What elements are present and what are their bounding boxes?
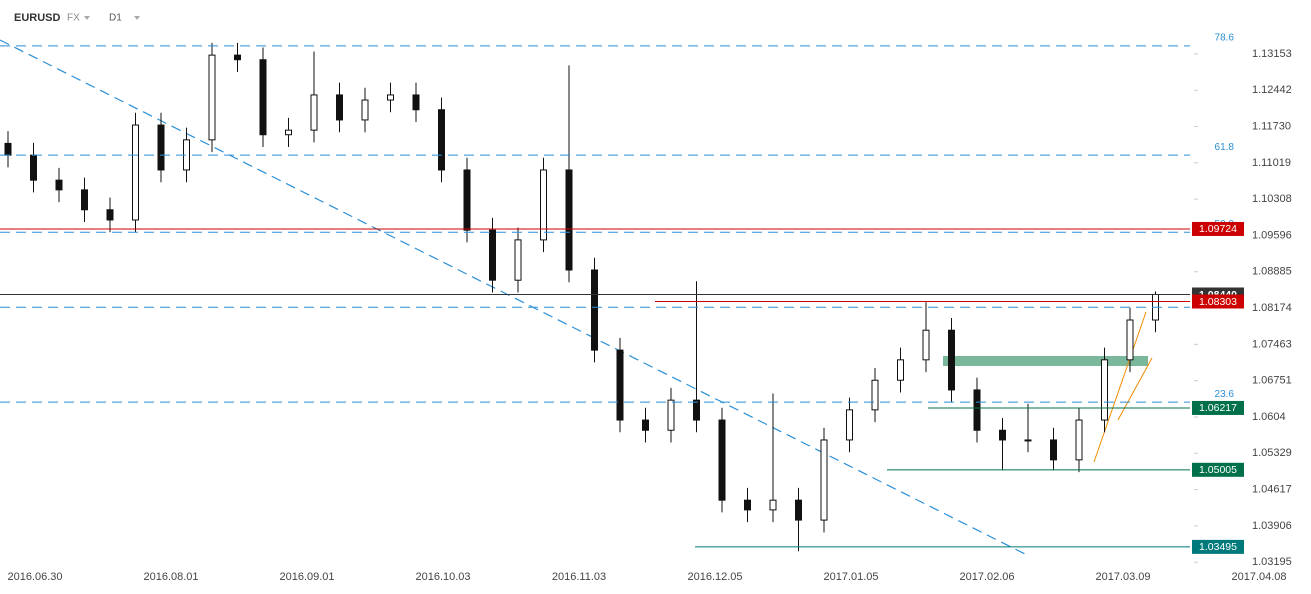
y-tick-label: 1.12442 (1252, 84, 1292, 96)
dropdown-icon[interactable] (134, 16, 140, 20)
candle-body (489, 229, 496, 281)
price-tag-label: 1.03495 (1199, 541, 1237, 553)
y-tick-label: 1.07463 (1252, 338, 1292, 350)
candle-body (463, 169, 471, 231)
y-tick-label: 1.0604 (1252, 411, 1286, 423)
y-tick-label: 1.09596 (1252, 229, 1292, 241)
candle-body (336, 94, 343, 121)
x-tick-label: 2016.08.01 (143, 571, 198, 583)
x-tick-label: 2016.06.30 (7, 571, 62, 583)
price-tag (1192, 400, 1244, 415)
candle-body (55, 179, 63, 191)
price-tag (1192, 539, 1244, 554)
candle-body (132, 124, 139, 221)
fib-label: 23.6 (1215, 389, 1235, 400)
candle-body (642, 419, 649, 431)
candle-body (693, 399, 700, 421)
y-tick-label: 1.03906 (1252, 520, 1292, 532)
candle-body (999, 429, 1006, 441)
y-tick-label: 1.08174 (1252, 302, 1292, 314)
candle-body (157, 124, 165, 171)
x-tick-label: 2017.03.09 (1095, 571, 1150, 583)
channel (1093, 311, 1153, 463)
x-tick-label: 2016.12.05 (687, 571, 742, 583)
candle-body (208, 54, 216, 141)
x-tick-label: 2016.09.01 (279, 571, 334, 583)
candle-body (795, 499, 802, 521)
y-tick-label: 1.11730 (1252, 120, 1291, 132)
price-tag (1192, 462, 1244, 477)
y-tick-label: 1.06751 (1252, 375, 1292, 387)
candle-body (591, 269, 598, 351)
candle-body (616, 349, 624, 421)
candle-body (846, 409, 853, 441)
y-tick-label: 1.10308 (1252, 193, 1292, 205)
symbol[interactable]: EURUSD (14, 12, 61, 24)
candle-body (565, 169, 573, 271)
timeframe[interactable]: D1 (109, 13, 122, 24)
candle-body (4, 142, 12, 156)
candle-body (1024, 439, 1032, 442)
fib-label: 61.8 (1215, 142, 1235, 153)
candle-body (1075, 419, 1083, 461)
price-tag-label: 1.09724 (1199, 223, 1237, 235)
candle-body (871, 379, 879, 411)
candle-body (106, 209, 114, 221)
x-tick-label: 2016.10.03 (415, 571, 470, 583)
candle-body (540, 169, 547, 241)
y-tick-label: 1.03195 (1252, 556, 1292, 568)
candle-body (973, 389, 981, 431)
candle-body (744, 499, 751, 511)
y-tick-label: 1.05329 (1252, 447, 1292, 459)
y-tick-label: 1.13153 (1252, 48, 1292, 60)
candle-body (718, 419, 726, 501)
price-tag-label: 1.08303 (1199, 296, 1237, 308)
candle-body (438, 109, 445, 171)
candle-body (412, 94, 420, 111)
price-tag-label: 1.05005 (1199, 464, 1237, 476)
x-tick-label: 2017.04.08 (1231, 571, 1286, 583)
candle-body (514, 239, 522, 281)
candle-body (667, 399, 675, 431)
price-tag (1192, 221, 1244, 236)
candle-body (81, 189, 88, 211)
candle-body (948, 329, 955, 391)
candle-body (387, 94, 394, 101)
support-zone (943, 356, 1148, 366)
market[interactable]: FX (67, 13, 80, 24)
x-tick-label: 2016.11.03 (552, 571, 606, 583)
x-tick-label: 2017.02.06 (959, 571, 1014, 583)
candle-body (922, 329, 930, 361)
candle-body (30, 154, 37, 181)
candle-body (361, 99, 369, 121)
candle-body (259, 59, 267, 136)
x-tick-label: 2017.01.05 (823, 571, 878, 583)
candle-body (1050, 439, 1057, 461)
price-tag (1192, 294, 1244, 309)
candle-body (1101, 359, 1108, 421)
candle-body (897, 359, 904, 381)
candle-body (820, 439, 828, 521)
dropdown-icon[interactable] (84, 16, 90, 20)
candle-body (285, 129, 292, 136)
y-tick-label: 1.08885 (1252, 266, 1292, 278)
candle-body (769, 499, 777, 511)
y-tick-label: 1.04617 (1252, 484, 1292, 496)
candle-body (1126, 319, 1134, 361)
y-tick-label: 1.11019 (1252, 157, 1291, 169)
price-tag-label: 1.06217 (1199, 402, 1237, 414)
candle-body (310, 94, 318, 131)
fib-label: 78.6 (1215, 33, 1235, 44)
candle-body (234, 54, 241, 61)
